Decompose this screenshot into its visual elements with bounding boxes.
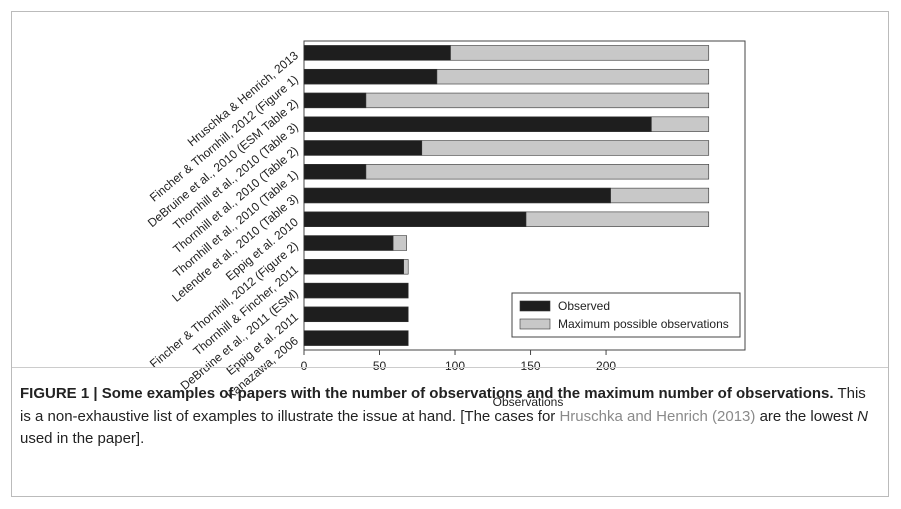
bar	[303, 187, 611, 204]
x-tick-label: 200	[596, 359, 616, 373]
caption-link[interactable]: Hruschka and Henrich (2013)	[559, 407, 756, 425]
bar	[303, 211, 527, 227]
caption-text: This is a non-exhaustive list of example…	[20, 385, 866, 425]
bar	[303, 282, 409, 299]
bar	[303, 306, 409, 323]
legend-label: Observed	[558, 299, 610, 313]
legend-swatch	[519, 318, 551, 330]
legend-box	[511, 292, 741, 338]
caption-text: used in the paper].	[20, 430, 145, 447]
separator	[12, 367, 888, 368]
bar	[303, 259, 404, 275]
bar	[303, 68, 438, 85]
bar	[303, 330, 409, 346]
bar	[303, 235, 394, 251]
figure-frame	[11, 11, 889, 497]
x-tick-label: 50	[373, 359, 387, 373]
caption: FIGURE 1 | Some examples of papers with …	[20, 383, 880, 451]
x-tick-label: 0	[301, 359, 308, 373]
x-axis-label: Observations	[493, 395, 564, 409]
bar	[303, 45, 451, 61]
caption-label: FIGURE 1 | Some examples of papers with …	[20, 385, 834, 402]
bar	[303, 116, 652, 132]
bar	[303, 140, 423, 156]
x-tick-label: 150	[521, 359, 541, 373]
legend-label: Maximum possible observations	[558, 317, 729, 331]
legend-swatch	[519, 300, 551, 312]
caption-text: are the lowest	[759, 407, 853, 425]
bar	[303, 92, 367, 109]
caption-italic: N	[857, 407, 868, 425]
bar	[303, 164, 367, 180]
x-tick-label: 100	[445, 359, 465, 373]
